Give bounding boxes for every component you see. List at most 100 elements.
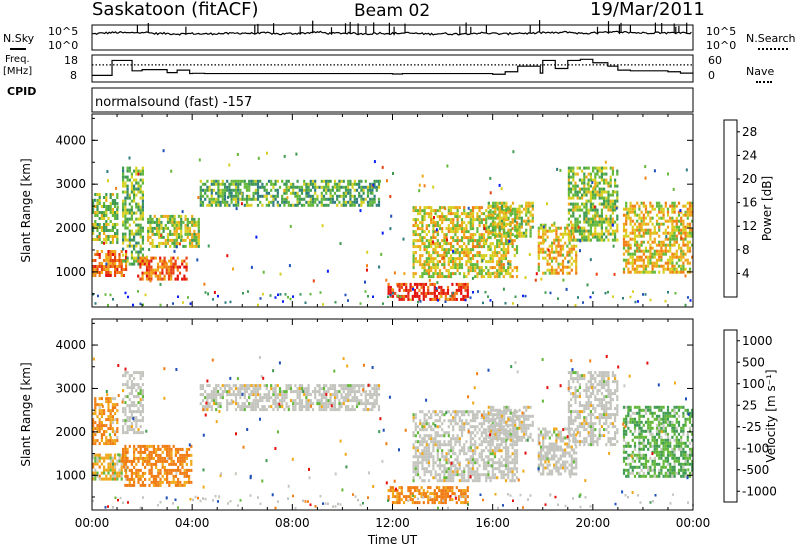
scatter-cell-0 [111, 421, 114, 425]
scatter-cell-1 [116, 232, 119, 235]
isolated-echo-cell [196, 258, 199, 262]
scatter-cell-11 [653, 270, 656, 274]
scatter-cell-11 [647, 231, 650, 235]
scatter-cell-4 [327, 390, 330, 394]
scatter-cell-11 [640, 255, 643, 259]
scatter-cell-5 [366, 188, 370, 192]
scatter-cell-4 [364, 408, 367, 412]
scatter-cell-9 [559, 247, 562, 251]
scatter-cell-7 [452, 227, 455, 231]
scatter-cell-7 [421, 215, 424, 219]
scatter-cell-6 [436, 464, 439, 468]
scatter-cell-10 [585, 187, 588, 191]
scatter-cell-10 [598, 169, 601, 173]
scatter-cell-10 [576, 208, 579, 212]
scatter-cell-5 [340, 185, 343, 189]
scatter-cell-7 [434, 221, 437, 225]
scatter-cell-11 [629, 246, 632, 250]
scatter-cell-10 [596, 214, 599, 218]
scatter-cell-6 [425, 449, 428, 453]
scatter-cell-2 [168, 456, 171, 460]
scatter-cell-10 [581, 169, 584, 173]
scatter-cell-0 [111, 259, 114, 262]
scatter-cell-9 [559, 262, 562, 266]
scatter-cell-5 [440, 495, 443, 499]
nave-label: Nave [746, 65, 775, 78]
scatter-cell-7 [487, 248, 490, 252]
scatter-cell-10 [611, 220, 614, 224]
scatter-cell-11 [638, 222, 641, 226]
scatter-cell-4 [347, 396, 350, 400]
scatter-cell-4 [358, 399, 361, 403]
scatter-cell-3 [139, 277, 142, 281]
scatter-cell-7 [419, 245, 422, 249]
scatter-cell-7 [485, 227, 488, 231]
scatter-cell-2 [181, 465, 184, 469]
scatter-cell-7 [423, 209, 426, 213]
scatter-cell-8 [518, 234, 521, 238]
scatter-cell-5 [300, 188, 304, 192]
scatter-cell-7 [412, 245, 415, 249]
scatter-cell-10 [605, 205, 608, 209]
scatter-cell-6 [446, 291, 450, 295]
scatter-cell-11 [644, 228, 648, 232]
scatter-cell-2 [130, 483, 133, 487]
isolated-echo-cell [565, 287, 568, 291]
scatter-cell-4 [344, 384, 348, 388]
scatter-cell-10 [578, 205, 581, 209]
scatter-cell-0 [109, 415, 112, 419]
scatter-cell-11 [622, 258, 626, 262]
scatter-cell-4 [342, 399, 345, 403]
scatter-cell-7 [498, 275, 501, 279]
scatter-cell-7 [445, 233, 448, 237]
scatter-cell-4 [201, 387, 205, 391]
scatter-cell-5 [347, 191, 350, 195]
scatter-cell-7 [430, 209, 433, 213]
scatter-cell-5 [248, 194, 251, 198]
scatter-cell-10 [598, 190, 601, 194]
scatter-cell-2 [122, 456, 125, 460]
scatter-cell-4 [285, 387, 288, 391]
scatter-cell-9 [566, 271, 569, 275]
scatter-cell-2 [124, 184, 127, 188]
scatter-cell-4 [164, 226, 167, 230]
nsky-line-key [10, 48, 26, 50]
scatter-cell-3 [122, 398, 125, 402]
scatter-cell-7 [449, 221, 453, 225]
scatter-cell-11 [642, 249, 645, 253]
scatter-cell-11 [671, 201, 674, 205]
scatter-cell-7 [502, 257, 505, 261]
scatter-cell-3 [156, 262, 160, 266]
scatter-cell-6 [441, 428, 444, 432]
scatter-cell-4 [184, 217, 187, 221]
scatter-cell-7 [463, 251, 466, 255]
scatter-cell-3 [141, 374, 144, 378]
scatter-cell-1 [98, 456, 101, 460]
scatter-cell-0 [109, 418, 112, 422]
scatter-cell-0 [125, 262, 128, 265]
scatter-cell-10 [585, 208, 588, 212]
scatter-cell-4 [285, 402, 288, 406]
scatter-cell-6 [414, 440, 417, 444]
scatter-cell-11 [651, 252, 654, 256]
scatter-cell-6 [435, 294, 439, 298]
scatter-cell-5 [292, 203, 295, 207]
scatter-cell-7 [496, 242, 499, 246]
scatter-cell-10 [567, 196, 570, 200]
isolated-echo-cell [508, 239, 511, 243]
scatter-cell-7 [491, 242, 494, 246]
scatter-cell-2 [133, 471, 136, 475]
scatter-cell-11 [649, 228, 652, 232]
scatter-cell-6 [420, 285, 423, 289]
scatter-cell-5 [369, 182, 372, 186]
scatter-cell-4 [307, 390, 310, 394]
scatter-cell-10 [605, 229, 608, 233]
scatter-cell-1 [107, 456, 110, 460]
scatter-cell-7 [493, 266, 497, 270]
scatter-cell-10 [583, 238, 586, 242]
scatter-cell-5 [360, 200, 363, 204]
scatter-cell-4 [221, 390, 224, 394]
scatter-cell-7 [469, 233, 472, 237]
scatter-cell-4 [256, 384, 260, 388]
scatter-cell-1 [103, 226, 106, 229]
